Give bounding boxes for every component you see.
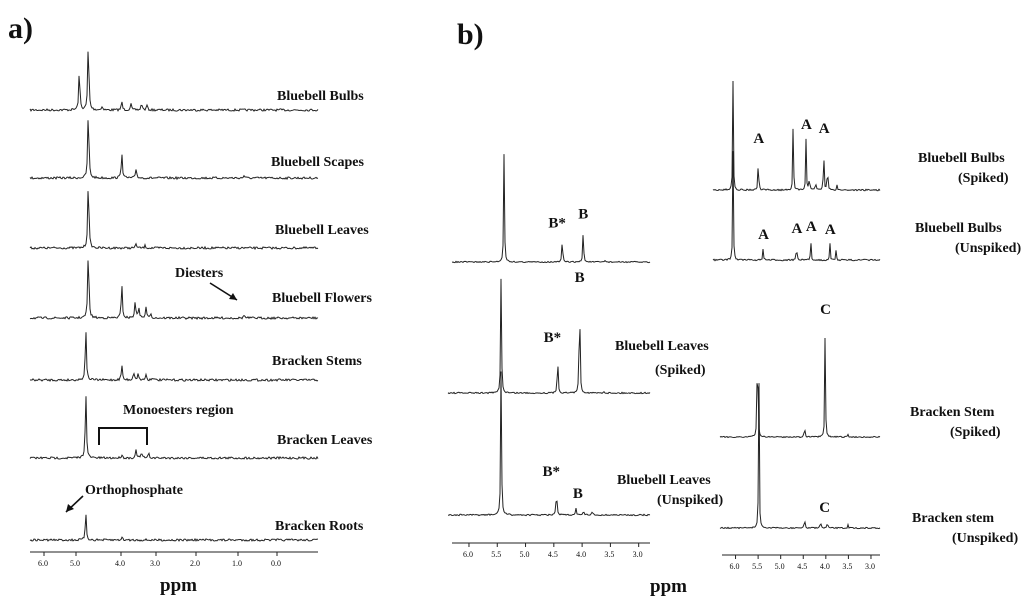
peak-label: B* <box>544 330 562 346</box>
peak-label: B* <box>543 464 561 480</box>
peak-label: B <box>573 486 583 502</box>
spectrum-a-2 <box>29 120 319 181</box>
diesters-arrowhead <box>229 293 237 300</box>
spectrum-b-label: (Spiked) <box>950 425 1001 440</box>
x-tick-label: 6.0 <box>38 559 48 568</box>
spectrum-a-label: Bracken Stems <box>272 354 362 369</box>
spectrum-a-5 <box>29 332 319 382</box>
x-tick-label: 3.5 <box>842 562 852 571</box>
spectrum-b-3 <box>447 371 651 517</box>
spectrum-a-1 <box>29 51 319 112</box>
peak-label: A <box>819 121 830 137</box>
spectrum-b-1 <box>451 154 651 264</box>
spectrum-a-label: Bracken Leaves <box>277 433 373 448</box>
spectrum-b-label: Bluebell Leaves <box>615 339 709 354</box>
x-tick-label: 6.0 <box>730 562 740 571</box>
x-tick-label: 4.5 <box>548 550 558 559</box>
spectrum-b-5 <box>712 151 881 262</box>
spectrum-b-label: (Unspiked) <box>657 493 723 508</box>
spectrum-b-label: Bluebell Bulbs <box>918 151 1005 166</box>
x-tick-label: 3.0 <box>150 559 160 568</box>
spectrum-a-label: Bluebell Flowers <box>272 291 372 306</box>
x-tick-label: 6.0 <box>463 550 473 559</box>
panel-b-letter: b) <box>457 18 484 51</box>
peak-label: A <box>753 131 764 147</box>
x-tick-label: 3.5 <box>604 550 614 559</box>
spectrum-b-label: (Unspiked) <box>952 531 1018 546</box>
peak-label: A <box>792 221 803 237</box>
x-tick-label: 2.0 <box>190 559 200 568</box>
x-tick-label: 1.0 <box>232 559 242 568</box>
peak-label: C <box>819 500 830 516</box>
x-tick-label: 5.0 <box>70 559 80 568</box>
spectrum-b-label: (Spiked) <box>958 171 1009 186</box>
spectrum-b-7 <box>719 383 881 530</box>
peak-label: A <box>825 222 836 238</box>
x-tick-label: 5.5 <box>752 562 762 571</box>
spectrum-b-4 <box>712 80 881 192</box>
peak-label: B <box>575 270 585 286</box>
spectrum-a-label: Bracken Roots <box>275 519 364 534</box>
spectrum-b-label: Bracken stem <box>912 511 994 526</box>
panel-a-letter: a) <box>8 12 33 45</box>
orthophosphate-arrowhead <box>66 504 74 512</box>
peak-label: C <box>820 302 831 318</box>
spectrum-b-2 <box>447 278 651 395</box>
peak-label: B* <box>548 216 566 232</box>
peak-label: B <box>578 207 588 223</box>
x-tick-label: 3.0 <box>633 550 643 559</box>
spectrum-b-label: Bracken Stem <box>910 405 995 420</box>
spectrum-b-label: (Unspiked) <box>955 241 1021 256</box>
annotation-diesters: Diesters <box>175 266 224 281</box>
spectrum-b-label: Bluebell Bulbs <box>915 221 1002 236</box>
x-tick-label: 4.0 <box>820 562 830 571</box>
spectrum-a-7 <box>29 514 318 542</box>
panel-b-xlabel: ppm <box>650 576 687 597</box>
spectrum-b-6 <box>719 337 881 439</box>
spectrum-b-label: (Spiked) <box>655 363 706 378</box>
spectrum-b-label: Bluebell Leaves <box>617 473 711 488</box>
peak-label: A <box>758 227 769 243</box>
spectra-layer: Bluebell Bulbs Bluebell Scapes Bluebell Le… <box>29 51 1021 571</box>
peak-label: A <box>806 219 817 235</box>
x-tick-label: 5.0 <box>520 550 530 559</box>
spectrum-a-4 <box>29 260 319 321</box>
x-tick-label: 4.5 <box>797 562 807 571</box>
x-tick-label: 5.0 <box>775 562 785 571</box>
spectrum-a-3 <box>29 191 319 251</box>
x-tick-label: 5.5 <box>491 550 501 559</box>
x-tick-label: 3.0 <box>865 562 875 571</box>
x-tick-label: 4.0 <box>576 550 586 559</box>
x-tick-label: 4.0 <box>115 559 125 568</box>
annotation-orthophosphate: Orthophosphate <box>85 483 183 498</box>
spectrum-a-6 <box>29 396 319 460</box>
x-tick-label: 0.0 <box>271 559 281 568</box>
panel-a-xlabel: ppm <box>160 575 197 596</box>
spectrum-a-label: Bluebell Scapes <box>271 155 365 170</box>
spectrum-a-label: Bluebell Leaves <box>275 223 369 238</box>
spectrum-a-label: Bluebell Bulbs <box>277 89 364 104</box>
peak-label: A <box>801 117 812 133</box>
monoesters-bracket <box>98 427 148 445</box>
annotation-monoesters: Monoesters region <box>123 403 234 418</box>
